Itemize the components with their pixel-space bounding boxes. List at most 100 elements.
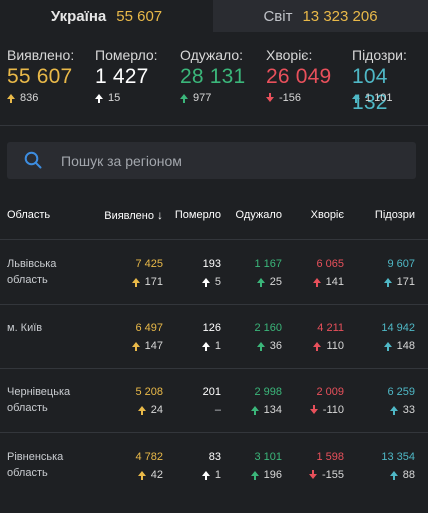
column-header-suspect[interactable]: Підозри	[374, 209, 415, 221]
row-detected-value: 7 425	[135, 258, 163, 270]
arrow-up-icon	[256, 278, 265, 287]
row-sick-delta-value: -110	[322, 404, 344, 416]
stat-detected-value: 55 607	[7, 65, 73, 88]
arrow-up-icon	[180, 94, 188, 103]
summary-stats: Виявлено: 55 607 836 Померло: 1 427 15 О…	[0, 46, 428, 116]
row-sick-delta: -110	[309, 402, 344, 418]
arrow-up-icon	[352, 94, 360, 103]
row-recovered-delta-value: 36	[269, 340, 282, 352]
stat-dead: Померло: 1 427 15	[95, 46, 158, 106]
row-dead-value: 201	[202, 386, 221, 398]
row-recovered-delta: 36	[256, 338, 282, 354]
row-recovered-delta: 196	[250, 467, 282, 483]
stat-recovered-value: 28 131	[180, 65, 246, 88]
row-recovered-delta-value: 196	[263, 469, 282, 481]
arrow-up-icon	[250, 471, 259, 480]
arrow-up-icon	[137, 406, 146, 415]
row-detected-value: 6 497	[135, 322, 163, 334]
stat-dead-delta: 15	[95, 90, 158, 106]
row-suspect-delta: 33	[389, 402, 415, 418]
row-recovered-value: 3 101	[254, 451, 282, 463]
tab-world[interactable]: Світ 13 323 206	[213, 0, 428, 32]
search-icon[interactable]	[24, 151, 42, 169]
column-header-detected-label: Виявлено	[104, 210, 154, 222]
column-header-dead[interactable]: Померло	[174, 209, 221, 221]
table-row[interactable]: Чернівецька область 5 208 24 201 – 2 998 134 2 …	[0, 384, 428, 448]
row-detected-delta-value: 171	[144, 276, 163, 288]
row-detected-value: 5 208	[135, 386, 163, 398]
arrow-up-icon	[201, 278, 210, 287]
stat-suspect-delta-value: 1 101	[365, 92, 393, 104]
divider	[0, 368, 428, 369]
row-dead-delta-value: –	[214, 404, 221, 416]
row-dead-value: 126	[202, 322, 221, 334]
arrow-up-icon	[7, 94, 15, 103]
arrow-up-icon	[312, 278, 321, 287]
arrow-up-icon	[250, 406, 259, 415]
row-recovered-delta-value: 25	[269, 276, 282, 288]
row-dead-delta-value: 1	[214, 469, 221, 481]
tab-world-value: 13 323 206	[302, 7, 378, 25]
arrow-down-icon	[308, 470, 317, 479]
divider	[0, 239, 428, 240]
table-row[interactable]: м. Київ 6 497 147 126 1 2 160 36 4 211 110 14 942…	[0, 320, 428, 384]
row-detected-delta-value: 24	[150, 404, 163, 416]
stat-dead-value: 1 427	[95, 65, 149, 88]
arrow-up-icon	[95, 94, 103, 103]
row-recovered-delta-value: 134	[263, 404, 282, 416]
divider	[0, 125, 428, 126]
row-suspect-delta-value: 171	[396, 276, 415, 288]
table-row[interactable]: Львівська область 7 425 171 193 5 1 167 25 6 06…	[0, 256, 428, 320]
table-row[interactable]: Рівненська область 4 782 42 83 1 3 101 196 1 59…	[0, 449, 428, 513]
arrow-up-icon	[389, 406, 398, 415]
column-header-detected[interactable]: Виявлено ↓	[104, 205, 163, 225]
tab-ukraine[interactable]: Україна 55 607	[0, 0, 213, 32]
stat-suspect-value: 104 132	[352, 65, 388, 114]
row-detected-delta-value: 147	[144, 340, 163, 352]
row-suspect-value: 14 942	[381, 322, 415, 334]
arrow-up-icon	[201, 471, 210, 480]
row-detected-delta-value: 42	[150, 469, 163, 481]
row-detected-value: 4 782	[135, 451, 163, 463]
row-detected-delta: 24	[137, 402, 163, 418]
row-area-name: Чернівецька область	[7, 386, 71, 414]
row-recovered-delta: 25	[256, 274, 282, 290]
arrow-down-icon	[266, 93, 274, 102]
stat-sick: Хворіє: 26 049 -156	[266, 46, 331, 106]
row-dead-value: 83	[208, 451, 221, 463]
row-recovered-value: 2 998	[254, 386, 282, 398]
arrow-up-icon	[131, 278, 140, 287]
column-header-area[interactable]: Область	[7, 209, 51, 221]
stat-sick-value: 26 049	[266, 65, 332, 88]
row-recovered-value: 1 167	[254, 258, 282, 270]
arrow-up-icon	[313, 342, 322, 351]
tab-ukraine-value: 55 607	[116, 7, 163, 25]
stat-suspect-label: Підозри:	[352, 47, 407, 63]
column-header-sick[interactable]: Хворіє	[310, 209, 344, 221]
row-sick-delta: 141	[312, 274, 344, 290]
stat-sick-label: Хворіє:	[266, 47, 313, 63]
arrow-up-icon	[201, 342, 210, 351]
search-input[interactable]	[61, 142, 401, 179]
stat-suspect: Підозри: 104 132 1 101	[352, 46, 428, 114]
region-tabs: Україна 55 607 Світ 13 323 206	[0, 0, 428, 32]
stat-dead-delta-value: 15	[108, 92, 121, 104]
row-suspect-delta: 148	[383, 338, 415, 354]
tab-ukraine-label: Україна	[50, 7, 107, 25]
arrow-up-icon	[256, 342, 265, 351]
row-suspect-delta: 88	[389, 467, 415, 483]
divider	[0, 304, 428, 305]
row-sick-value: 2 009	[316, 386, 344, 398]
row-suspect-delta-value: 148	[396, 340, 415, 352]
row-dead-delta: 1	[201, 467, 221, 483]
stat-recovered-delta: 977	[180, 90, 245, 106]
row-sick-value: 4 211	[317, 322, 344, 334]
stat-recovered-delta-value: 977	[193, 92, 212, 104]
stat-suspect-delta: 1 101	[352, 90, 428, 106]
column-header-recovered[interactable]: Одужало	[235, 209, 283, 221]
stat-sick-delta-value: -156	[279, 92, 302, 104]
arrow-up-icon	[137, 471, 146, 480]
stat-sick-delta: -156	[266, 90, 331, 106]
row-dead-delta: 1	[201, 338, 221, 354]
row-sick-value: 6 065	[316, 258, 344, 270]
